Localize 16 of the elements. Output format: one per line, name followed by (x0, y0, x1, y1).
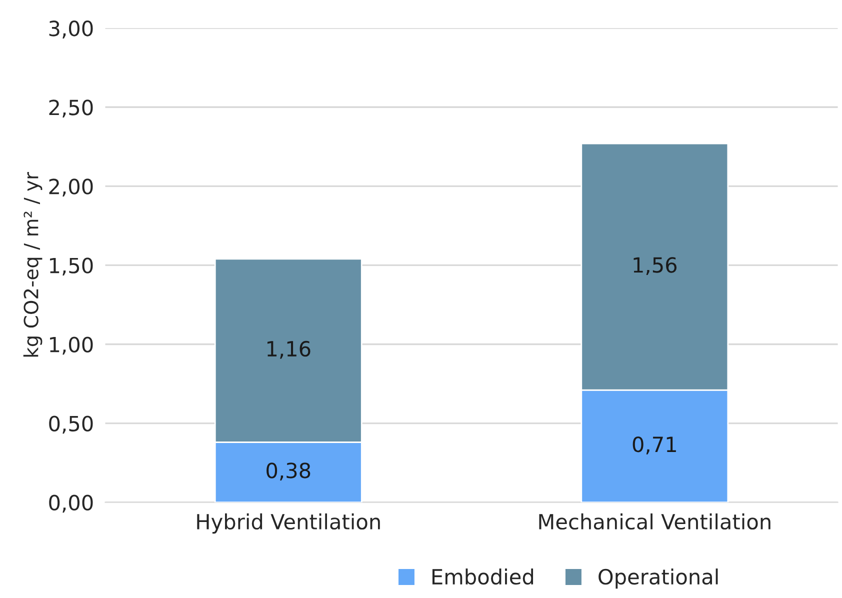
y-tick-label: 0,50 (49, 416, 93, 434)
y-tick-label: 1,50 (50, 258, 93, 276)
data-label: 0,38 (266, 462, 310, 480)
legend-label: Embodied (432, 568, 534, 585)
y-tick-label: 1,00 (50, 336, 93, 355)
y-tick-label: 0,00 (49, 494, 93, 513)
data-label: 1,56 (634, 257, 677, 275)
legend-label: Operational (598, 568, 718, 589)
x-tick-label: Mechanical Ventilation (539, 513, 770, 530)
y-tick-label: 2,00 (49, 178, 93, 197)
data-label: 0,71 (632, 436, 676, 454)
y-tick-label: 3,00 (49, 20, 93, 38)
x-tick-label: Hybrid Ventilation (197, 513, 380, 534)
y-axis-title: kg CO2-eq / m² / yr (23, 172, 42, 357)
y-tick-label: 2,50 (49, 100, 93, 118)
data-label: 1,16 (267, 340, 310, 359)
